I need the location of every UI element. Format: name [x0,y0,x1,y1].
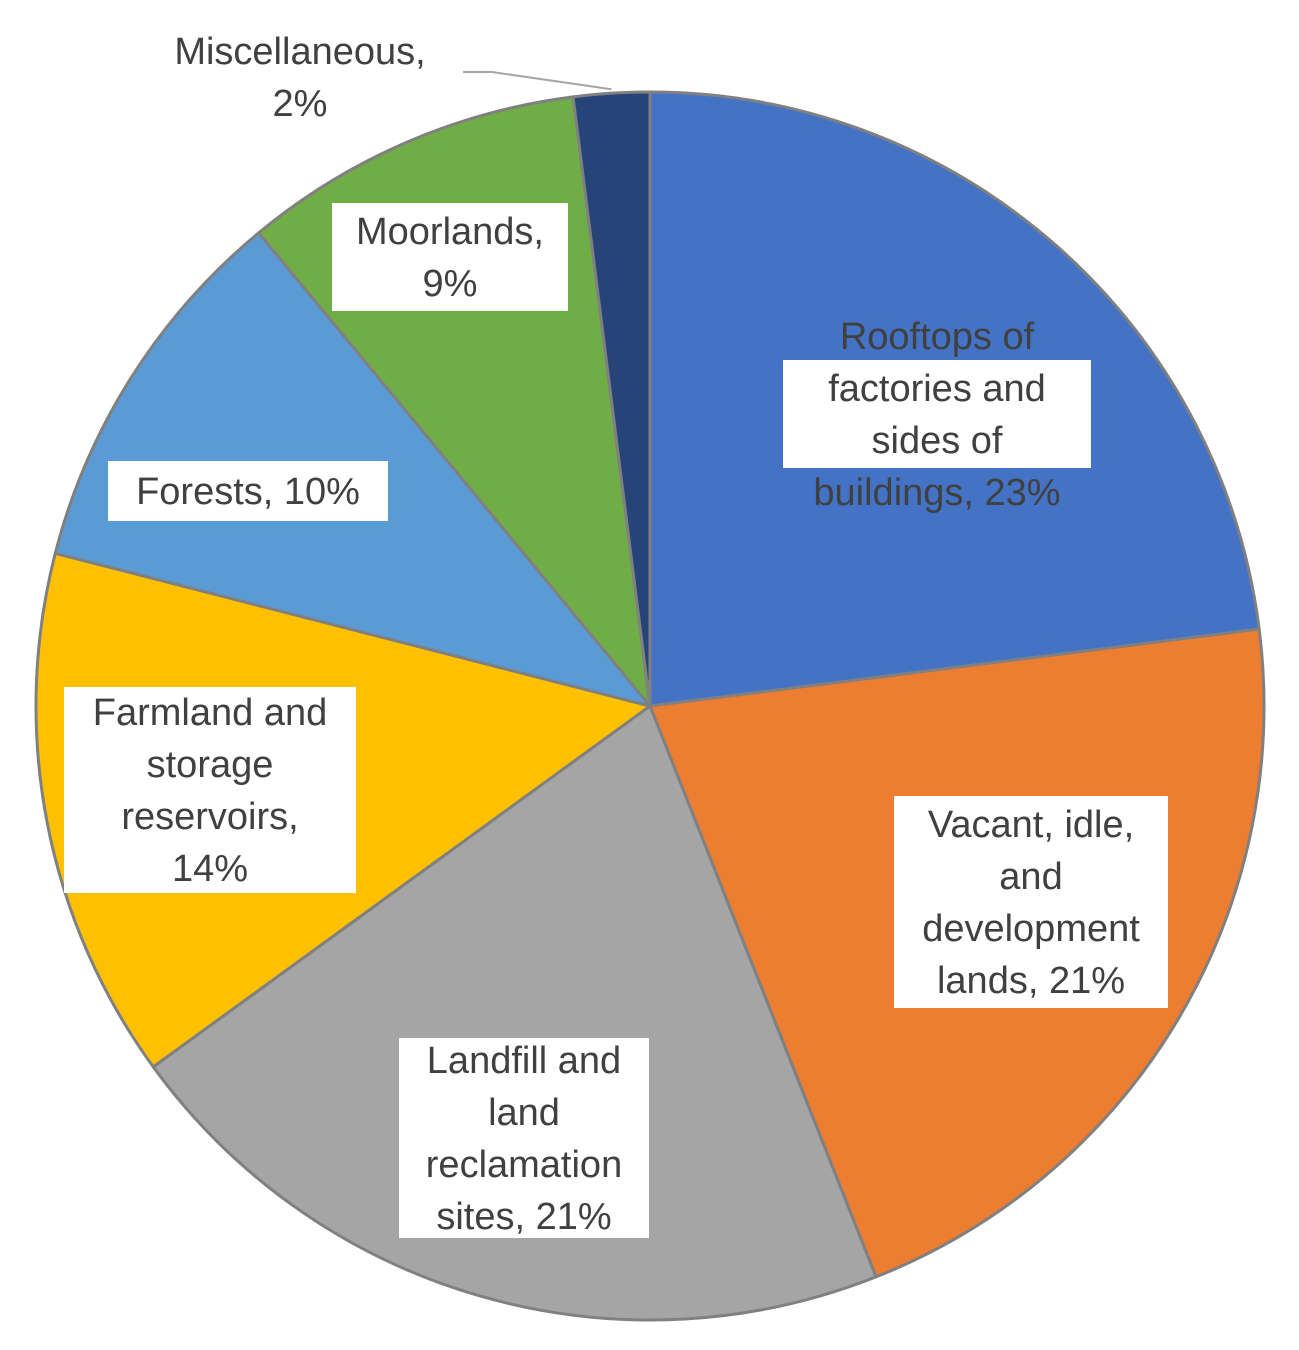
slice-labels: Rooftops of factories and sides of building… [64,31,1168,1238]
slice-label-text: Farmland and storage reservoirs, 14% [93,692,327,890]
slice-label-rooftops-of-factories-and-sides-of-buildings: Rooftops of factories and sides of building… [783,316,1091,514]
slice-label-text: Moorlands, 9% [356,211,544,305]
slice-label-line: lands, 21% [937,960,1125,1002]
slice-label-line: Forests, 10% [136,471,360,513]
slice-label-farmland-and-storage-reservoirs: Farmland and storage reservoirs, 14% [64,687,356,893]
slice-label-line: Moorlands, [356,211,544,253]
slice-label-text: Rooftops of factories and sides of building… [813,316,1060,514]
slice-label-forests: Forests, 10% [108,461,388,521]
slice-label-line: 14% [172,848,248,890]
slice-label-moorlands: Moorlands, 9% [332,203,568,311]
slice-label-line: 9% [423,263,478,305]
slice-label-line: Landfill and [427,1040,621,1082]
slice-label-line: sites, 21% [436,1196,611,1238]
slice-label-line: reservoirs, [121,796,298,838]
slice-label-box [399,1038,649,1238]
slice-label-text: Miscellaneous, 2% [174,31,425,125]
slice-label-box [64,687,356,893]
slice-label-line: Farmland and [93,692,327,734]
leader-lines [463,71,612,91]
slice-label-vacant-idle-and-development-lands: Vacant, idle, and development lands, 21% [894,796,1168,1008]
slice-label-line: development [922,908,1140,950]
slice-label-line: reclamation [426,1144,622,1186]
slice-label-line: Rooftops of [840,316,1035,358]
slice-label-line: Vacant, idle, [928,804,1134,846]
pie-slices [34,90,1266,1322]
pie-slice-miscellaneous [571,90,652,708]
slice-label-landfill-and-land-reclamation-sites: Landfill and land reclamation sites, 21% [399,1038,649,1238]
slice-label-text: Vacant, idle, and development lands, 21% [922,804,1140,1002]
slice-label-line: land [488,1092,560,1134]
slice-label-box [108,461,388,521]
slice-label-box [894,796,1168,1008]
slice-label-box [332,203,568,311]
leader-line-miscellaneous [463,71,612,91]
slice-label-line: storage [147,744,274,786]
slice-label-text: Forests, 10% [136,471,360,513]
slice-label-text: Landfill and land reclamation sites, 21% [426,1040,622,1238]
slice-label-line: sides of [872,420,1003,462]
slice-label-line: factories and [828,368,1046,410]
slice-label-line: and [999,856,1062,898]
slice-label-line: buildings, 23% [813,472,1060,514]
pie-slice-landfill-and-land-reclamation-sites [151,704,878,1322]
slice-label-line: Miscellaneous, [174,31,425,73]
slice-label-line: 2% [273,83,328,125]
slice-label-miscellaneous: Miscellaneous, 2% [174,31,425,125]
slice-label-box [783,360,1091,468]
